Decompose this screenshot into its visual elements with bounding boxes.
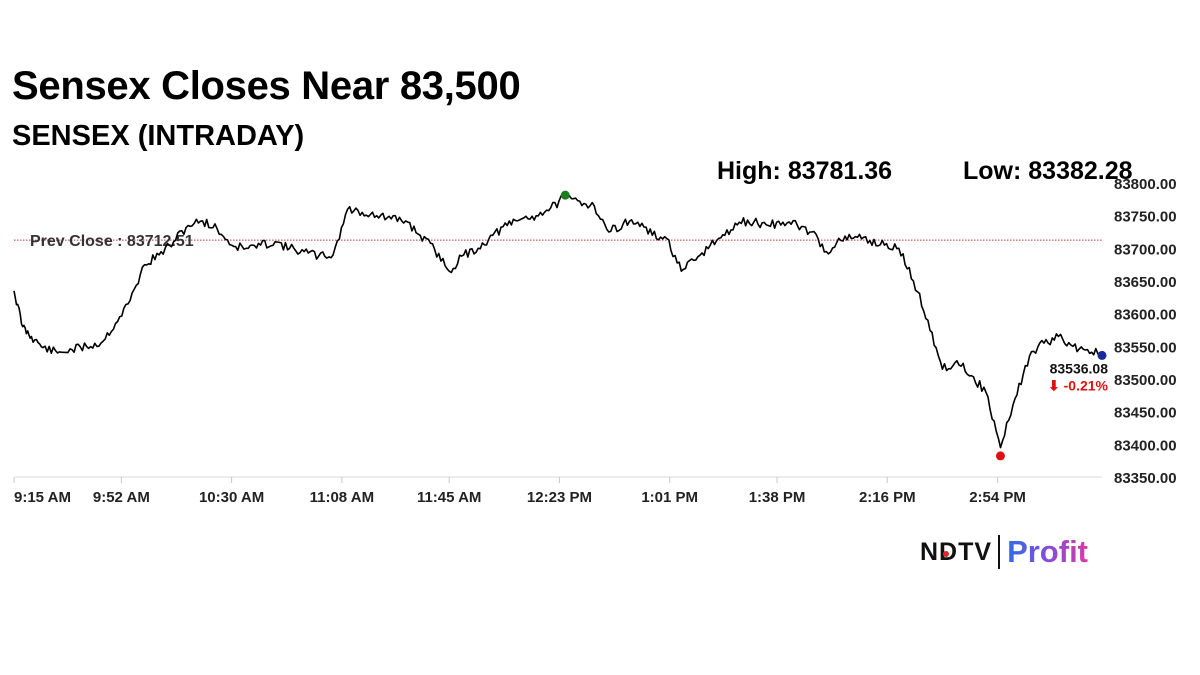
x-tick-label: 1:01 PM	[641, 489, 698, 506]
y-tick-label: 83550.00	[1114, 339, 1177, 356]
last-value-marker	[1097, 350, 1107, 360]
x-tick-label: 11:08 AM	[310, 489, 374, 506]
y-tick-label: 83750.00	[1114, 209, 1177, 226]
x-tick-label: 2:16 PM	[859, 489, 916, 506]
y-tick-label: 83350.00	[1114, 470, 1177, 487]
chart-title: Sensex Closes Near 83,500	[12, 64, 521, 108]
ndtv-logo-dot	[943, 550, 949, 557]
y-tick-label: 83500.00	[1114, 372, 1177, 389]
last-value-label: 83536.08	[1050, 360, 1109, 376]
change-percent-label: ⬇ -0.21%	[1048, 377, 1109, 393]
x-tick-label: 11:45 AM	[417, 489, 481, 506]
low-label: Low: 83382.28	[963, 157, 1133, 185]
high-marker	[560, 190, 570, 200]
prev-close-label: Prev Close : 83712.51	[30, 233, 194, 250]
y-tick-label: 83650.00	[1114, 274, 1177, 291]
high-label: High: 83781.36	[717, 157, 893, 185]
y-tick-label: 83450.00	[1114, 405, 1177, 422]
y-tick-label: 83800.00	[1114, 176, 1177, 193]
x-tick-label: 10:30 AM	[199, 489, 264, 506]
y-tick-label: 83600.00	[1114, 307, 1177, 324]
ndtv-profit-logo: NDTV Profit	[920, 532, 1088, 572]
y-tick-label: 83400.00	[1114, 437, 1177, 454]
x-tick-label: 2:54 PM	[969, 489, 1026, 506]
x-tick-label: 9:15 AM	[14, 489, 71, 506]
ndtv-logo-text: NDTV	[920, 537, 993, 566]
x-tick-label: 1:38 PM	[749, 489, 806, 506]
sensex-price-line	[13, 193, 1103, 449]
logo-separator	[998, 535, 1001, 569]
low-marker	[995, 451, 1005, 461]
x-tick-label: 12:23 PM	[527, 489, 592, 506]
chart-subtitle: SENSEX (INTRADAY)	[12, 120, 305, 152]
profit-logo-text: Profit	[1007, 534, 1088, 569]
y-tick-label: 83700.00	[1114, 241, 1177, 258]
x-tick-label: 9:52 AM	[93, 489, 150, 506]
